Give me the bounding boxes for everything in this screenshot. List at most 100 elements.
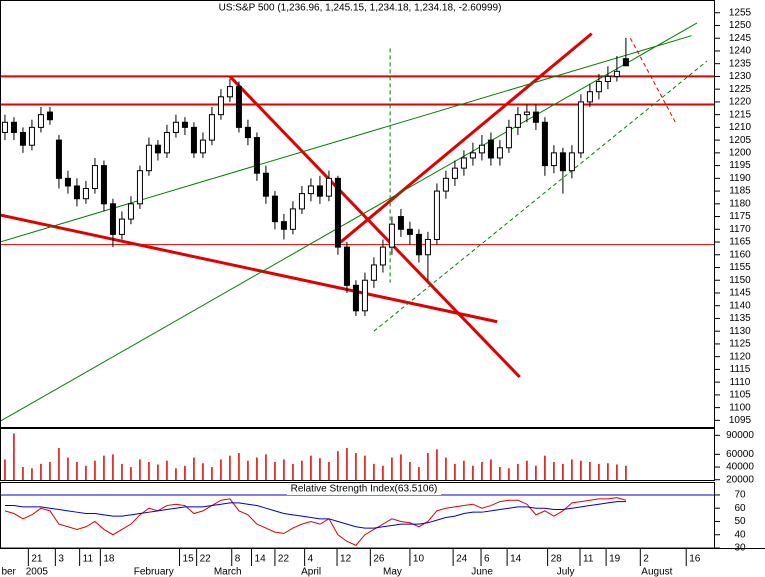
y-tick-label: 1235 [729,58,752,69]
y-tick-label: 40000 [726,462,754,473]
x-tick-label: 3 [58,554,64,565]
price-frame [0,0,715,428]
y-tick-label: 1200 [729,147,752,158]
month-label: June [471,567,493,577]
candle-body [397,216,404,230]
y-tick-label: 1250 [729,20,752,31]
y-tick-label: 1145 [729,288,751,299]
y-tick-label: 70 [734,490,746,501]
y-tick-label: 1185 [729,186,751,197]
y-tick-label: 1100 [729,402,751,413]
candle-body [181,121,188,128]
month-label: February [134,567,174,577]
y-tick-label: 1150 [729,275,751,286]
candle-body [244,126,251,139]
candle-body [343,246,350,286]
candle-body [253,137,260,174]
month-label: May [383,567,402,577]
y-tick-label: 1190 [729,173,751,184]
x-tick-label: 4 [308,554,314,565]
y-tick-label: 1195 [729,160,751,171]
month-label: August [641,567,672,577]
y-tick-label: 1210 [729,122,752,133]
rsi-title: Relative Strength Index(63.5106) [291,484,438,495]
y-tick-label: 1160 [729,249,751,260]
month-label: July [557,567,575,577]
candle-body [46,111,53,121]
candle-body [145,144,152,172]
y-tick-label: 1230 [729,71,752,82]
y-tick-label: 1205 [729,135,752,146]
candle-body [442,177,449,192]
plot-area [0,22,715,549]
x-tick-label: 15 [183,554,195,565]
rsi-title-box [287,484,441,495]
candle-body [523,111,530,116]
y-tick-label: 1175 [729,211,751,222]
trend-line [0,22,698,422]
candle-body [325,177,332,197]
y-tick-label: 30 [734,543,746,554]
candle-body [559,152,566,172]
y-tick-label: 1165 [729,237,751,248]
candle-body [217,96,224,116]
candle-body [172,121,179,133]
candle-body [604,75,611,83]
candle-body [388,223,395,248]
candle-body [478,144,485,154]
y-tick-label: 1140 [729,300,751,311]
candle-body [595,81,602,93]
trend-line [629,37,676,123]
candle-body [199,139,206,154]
candle-body [316,185,323,197]
x-tick-label: 2 [643,554,649,565]
candle-body [19,131,26,146]
candle-body [307,185,314,195]
candle-body [568,152,575,172]
y-tick-label: 1245 [729,33,752,44]
x-tick-label: 14 [510,554,522,565]
x-tick-label: 6 [484,554,490,565]
y-tick-label: 40 [734,529,746,540]
candle-body [361,279,368,312]
y-tick-label: 60000 [726,449,754,460]
y-tick-label: 1110 [730,377,751,388]
y-tick-label: 1135 [729,313,751,324]
candle-body [514,114,521,128]
rsi-line [4,501,626,529]
candle-body [280,221,287,230]
candle-body [415,233,422,256]
candle-body [226,86,233,98]
candle-body [496,147,503,159]
candle-body [235,86,242,128]
candle-body [55,139,62,179]
candle-body [487,139,494,159]
candle-body [190,126,197,154]
candle-body [622,58,629,67]
chart-title: US:S&P 500 (1,236.96, 1,245.15, 1,234.18… [219,3,502,14]
y-tick-label: 1125 [729,339,751,350]
y-tick-label: 50 [734,516,746,527]
y-tick-label: 90000 [726,430,754,441]
x-tick-label: 19 [609,554,621,565]
candle-body [505,126,512,149]
x-tick-label: 11 [83,554,94,565]
month-label: 2005 [26,567,49,577]
trend-line [336,32,593,247]
y-tick-label: 1155 [729,262,751,273]
candle-body [262,172,269,197]
y-tick-label: 1095 [729,415,752,426]
candle-body [298,193,305,210]
trend-line [0,213,498,324]
x-tick-label: 18 [103,554,115,565]
volume-frame [0,428,715,481]
candle-body [100,165,107,205]
candle-body [136,170,143,205]
candle-body [109,203,116,235]
y-tick-label: 1225 [729,84,752,95]
y-tick-label: 1130 [729,326,751,337]
y-tick-label: 1220 [729,97,752,108]
candle-body [352,284,359,312]
